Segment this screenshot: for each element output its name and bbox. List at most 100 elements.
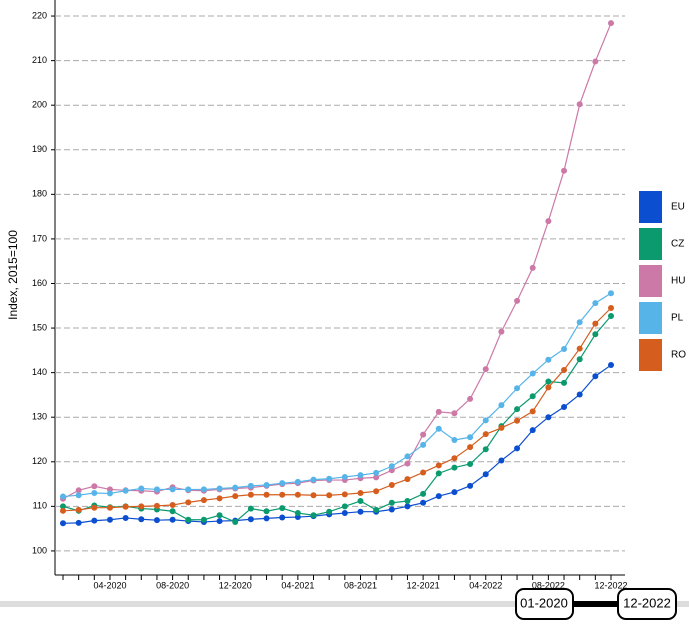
data-point [514, 445, 521, 452]
data-point [592, 331, 599, 338]
data-point [608, 305, 614, 312]
data-point [576, 391, 583, 398]
data-point [467, 461, 474, 468]
y-tick-label: 190 [32, 144, 47, 154]
data-point [592, 320, 599, 327]
data-point [153, 502, 160, 509]
data-point [545, 414, 552, 421]
data-point [200, 497, 207, 504]
data-point [373, 474, 380, 481]
data-point [561, 379, 568, 386]
legend-label[interactable]: HU [671, 276, 685, 287]
data-point [106, 490, 113, 497]
data-point [608, 290, 614, 297]
data-point [482, 446, 489, 453]
data-point [482, 471, 489, 478]
data-point [529, 264, 536, 271]
data-point [91, 504, 98, 511]
legend-swatch[interactable] [639, 228, 662, 260]
data-point [357, 498, 364, 505]
data-point [216, 485, 223, 492]
legend-label[interactable]: CZ [671, 239, 684, 250]
legend-swatch[interactable] [639, 265, 662, 297]
data-point [498, 328, 505, 335]
data-point [232, 518, 239, 525]
data-point [60, 503, 66, 510]
data-point [310, 476, 317, 483]
data-point [153, 517, 160, 524]
legend-label[interactable]: PL [671, 313, 684, 324]
data-point [514, 297, 521, 304]
slider-start-label[interactable]: 01-2020 [520, 595, 568, 610]
y-tick-label: 110 [33, 501, 47, 511]
data-point [185, 486, 192, 493]
data-point [545, 384, 552, 391]
y-tick-label: 120 [32, 456, 47, 466]
data-point [451, 410, 458, 417]
legend-label[interactable]: EU [671, 202, 685, 213]
data-point [279, 480, 286, 487]
x-tick-label: 04-2020 [93, 580, 126, 590]
data-point [91, 483, 98, 490]
x-tick-label: 04-2022 [469, 580, 502, 590]
legend-swatch[interactable] [639, 302, 662, 334]
data-point [326, 475, 333, 482]
data-point [545, 218, 552, 225]
y-tick-label: 130 [32, 412, 47, 422]
x-tick-label: 08-2020 [156, 580, 189, 590]
data-point [200, 516, 207, 523]
data-point [60, 507, 66, 514]
data-point [420, 490, 427, 497]
data-point [514, 385, 521, 392]
data-point [545, 356, 552, 363]
data-point [263, 481, 270, 488]
data-point [467, 482, 474, 489]
data-point [498, 402, 505, 409]
data-point [341, 503, 348, 510]
data-point [514, 406, 521, 413]
data-point [216, 512, 223, 519]
data-point [373, 506, 380, 513]
data-point [279, 491, 286, 498]
data-point [451, 464, 458, 471]
y-tick-label: 170 [32, 233, 47, 243]
slider-end-label[interactable]: 12-2022 [623, 595, 671, 610]
data-point [294, 491, 301, 498]
data-point [279, 514, 286, 521]
data-point [200, 486, 207, 493]
data-point [404, 476, 411, 483]
data-point [185, 499, 192, 506]
data-point [326, 492, 333, 499]
data-point [529, 427, 536, 434]
slider-end-handle[interactable] [617, 588, 677, 620]
data-point [388, 463, 395, 470]
series-line [62, 292, 612, 498]
x-tick-label: 12-2022 [594, 580, 627, 590]
data-point [91, 517, 98, 524]
data-point [122, 514, 129, 521]
data-point [138, 503, 145, 510]
data-point [232, 493, 239, 500]
data-point [341, 491, 348, 498]
x-tick-label: 08-2022 [532, 580, 565, 590]
data-point [153, 486, 160, 493]
legend-label[interactable]: RO [671, 350, 686, 361]
data-point [388, 499, 395, 506]
legend-swatch[interactable] [639, 339, 662, 371]
data-point [529, 408, 536, 415]
data-point [373, 488, 380, 495]
data-point [247, 505, 254, 512]
legend-swatch[interactable] [639, 191, 662, 223]
data-point [420, 431, 427, 438]
y-tick-label: 140 [32, 367, 47, 377]
data-point [216, 495, 223, 502]
data-point [185, 516, 192, 523]
data-point [263, 491, 270, 498]
data-point [420, 499, 427, 506]
data-point [576, 345, 583, 352]
data-point [592, 58, 599, 65]
data-point [482, 417, 489, 424]
slider-start-handle[interactable] [515, 588, 574, 620]
data-point [373, 469, 380, 476]
